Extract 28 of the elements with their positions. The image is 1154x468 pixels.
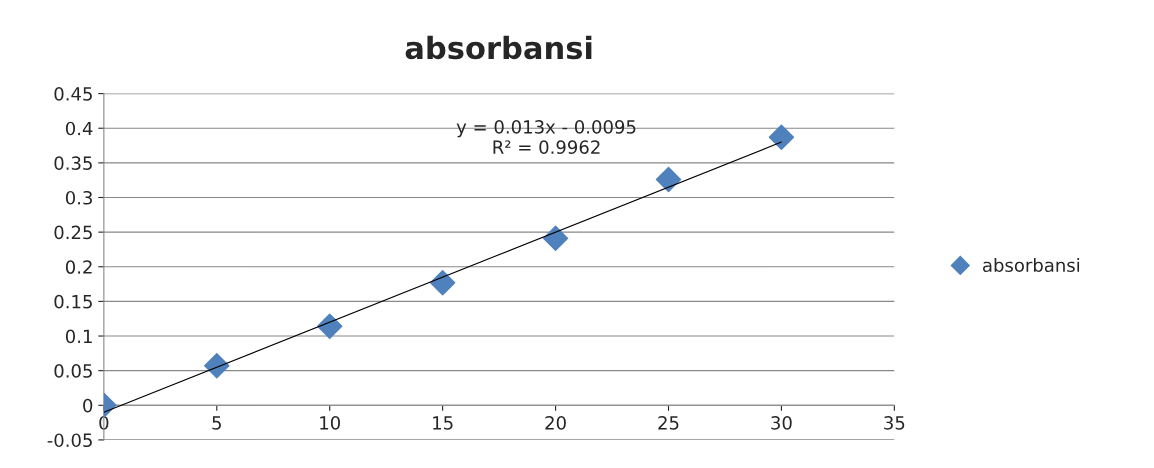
- point: [768, 124, 795, 150]
- x-tick-label: 15: [433, 416, 453, 430]
- x-tick-label: 5: [212, 416, 221, 430]
- y-tick-label: 0.1: [65, 329, 92, 344]
- y-tick-label: 0.15: [54, 294, 92, 309]
- y-tick-label: 0.35: [54, 156, 92, 170]
- y-tick-label: 0.2: [65, 260, 92, 274]
- x-tick-label: 35: [884, 416, 905, 430]
- y-tick-label: 0.05: [54, 364, 92, 378]
- point: [655, 166, 682, 193]
- point: [429, 269, 456, 296]
- x-tick-label: 20: [545, 416, 566, 430]
- y-tick-label: -0.05: [47, 433, 92, 448]
- y-tick-label: 0.25: [54, 225, 92, 240]
- legend-label: absorbansi: [983, 258, 1080, 272]
- x-tick-label: 25: [658, 416, 679, 430]
- annotation: y = 0.013x - 0.0095 R² = 0.9962: [456, 120, 636, 154]
- x-tick-label: 10: [320, 416, 340, 430]
- y-tick-label: 0.45: [54, 87, 92, 101]
- y-tick-label: 0: [83, 398, 93, 413]
- point: [204, 353, 230, 379]
- chart-title: absorbansi: [405, 35, 592, 60]
- y-tick-label: 0.3: [65, 190, 92, 205]
- x-tick-label: 30: [771, 416, 792, 430]
- point: [542, 225, 569, 252]
- y-tick-label: 0.4: [65, 121, 93, 136]
- point: [317, 313, 343, 340]
- x-tick-label: 0: [99, 416, 109, 430]
